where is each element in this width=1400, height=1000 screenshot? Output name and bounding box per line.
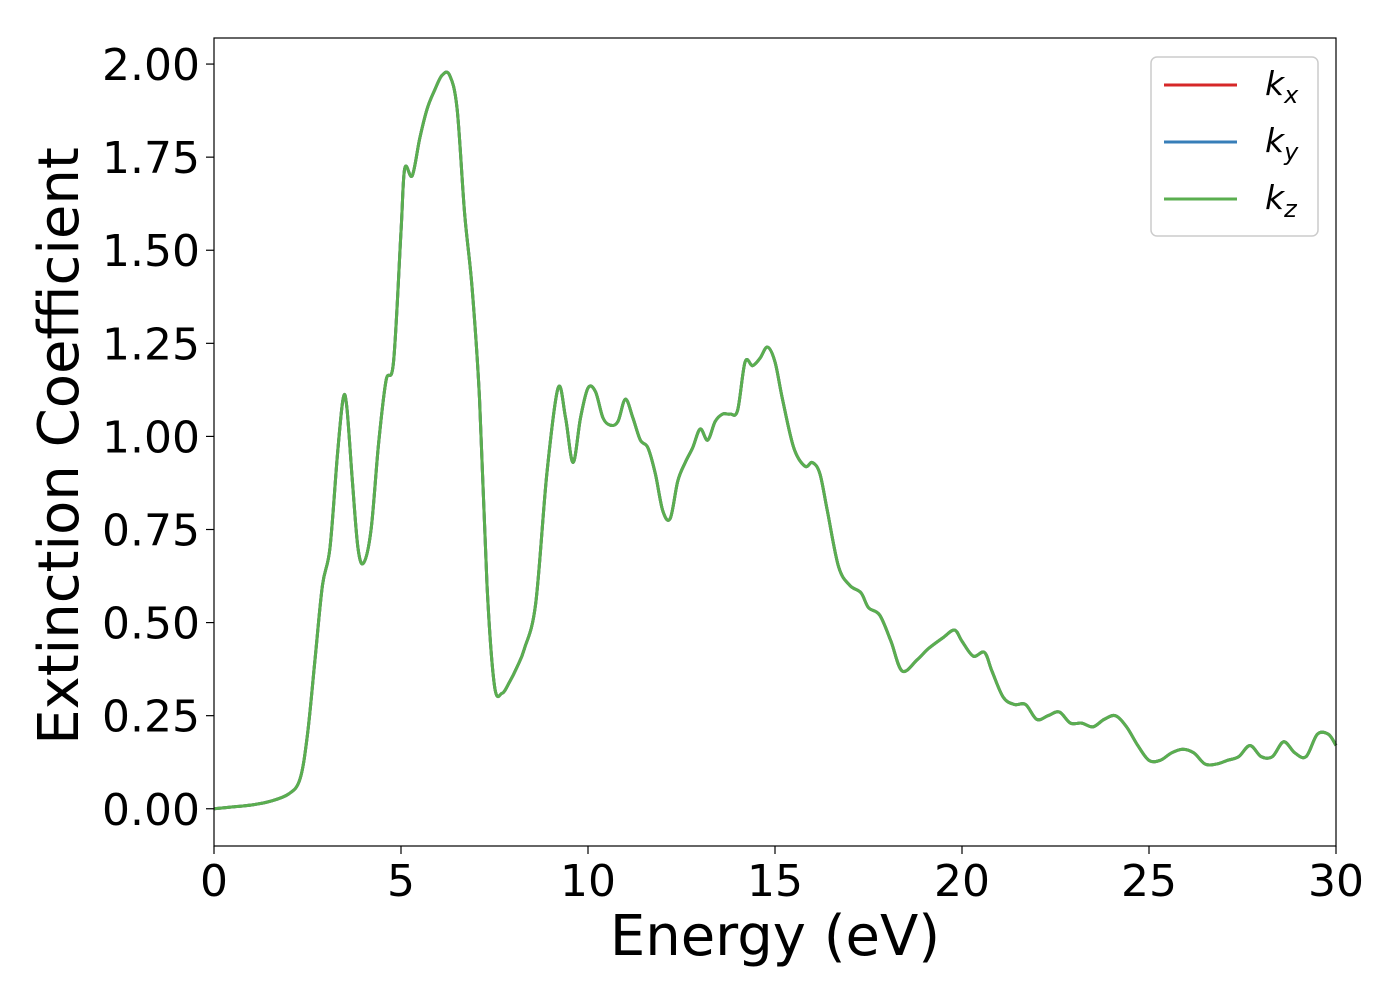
x-axis-label: Energy (eV) (610, 904, 940, 969)
y-tick-label: 2.00 (102, 40, 200, 91)
y-tick-label: 0.25 (102, 692, 200, 743)
plot-lines (213, 70, 1338, 811)
x-tick-label: 10 (560, 856, 616, 907)
y-tick-label: 1.50 (102, 226, 200, 277)
x-axis-ticks: 0 5 10 15 20 25 30 (200, 846, 1364, 907)
x-tick-label: 5 (387, 856, 415, 907)
legend-label-k-x: kx (1265, 64, 1299, 109)
legend-label-k-y: ky (1265, 121, 1299, 166)
legend-box (1150, 56, 1319, 237)
x-tick-label: 25 (1121, 856, 1177, 907)
legend: kx ky kz (1150, 56, 1319, 237)
y-axis-label: Extinction Coefficient (27, 147, 92, 745)
legend-label-k-z: kz (1265, 178, 1298, 223)
x-tick-label: 15 (747, 856, 803, 907)
x-tick-label: 0 (200, 856, 228, 907)
x-tick-label: 30 (1308, 856, 1364, 907)
y-tick-label: 0.00 (102, 785, 200, 836)
y-tick-label: 0.75 (102, 506, 200, 557)
y-axis-ticks: 0.00 0.25 0.50 0.75 1.00 1.25 1.50 1.75 2.00 (102, 40, 214, 836)
y-tick-label: 0.50 (102, 599, 200, 650)
y-tick-label: 1.25 (102, 319, 200, 370)
x-tick-label: 20 (934, 856, 990, 907)
y-tick-label: 1.75 (102, 133, 200, 184)
y-tick-label: 1.00 (102, 412, 200, 463)
series-line-k-z (213, 70, 1338, 811)
